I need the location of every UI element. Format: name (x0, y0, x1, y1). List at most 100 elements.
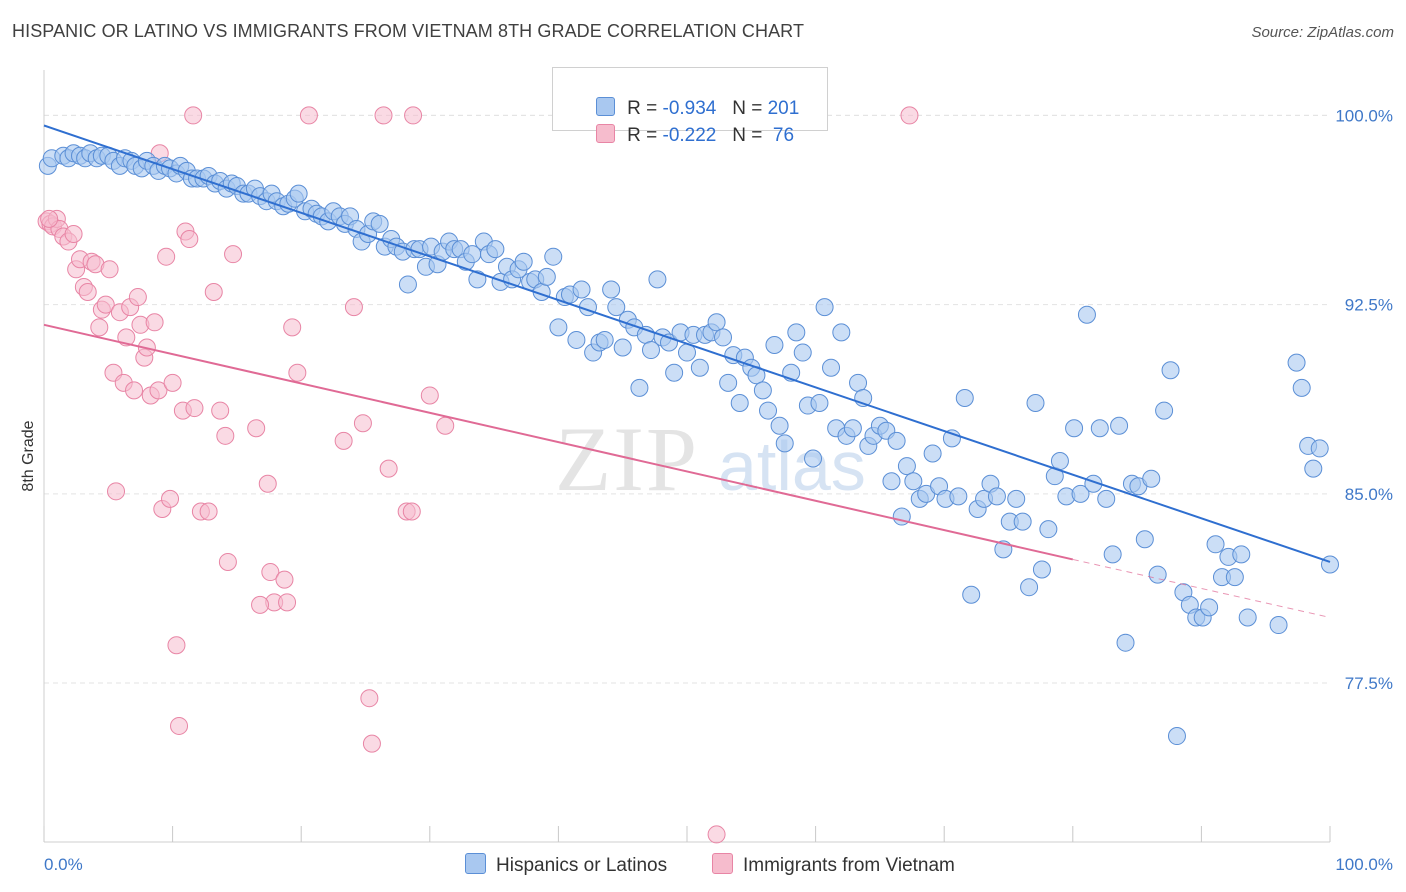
data-point-vietnam (167, 636, 186, 655)
data-point-hispanic (486, 240, 505, 259)
data-point-hispanic (1161, 361, 1180, 380)
data-point-vietnam (107, 482, 126, 501)
data-point-vietnam (258, 474, 277, 493)
data-point-hispanic (707, 313, 726, 332)
data-point-hispanic (544, 247, 563, 266)
data-point-vietnam (96, 295, 115, 314)
data-point-hispanic (1135, 530, 1154, 549)
bottom-legend-label-hispanics: Hispanics or Latinos (496, 855, 668, 876)
data-point-hispanic (1032, 560, 1051, 579)
data-point-hispanic (1013, 512, 1032, 531)
data-point-hispanic (1020, 578, 1039, 597)
bottom-legend-hispanics: Hispanics or Latinos (465, 853, 667, 877)
data-point-hispanic (607, 298, 626, 317)
data-point-hispanic (787, 323, 806, 342)
data-point-vietnam (128, 288, 147, 307)
y-axis-title: 8th Grade (20, 420, 37, 491)
source-label: Source: ZipAtlas.com (1251, 24, 1394, 41)
data-point-vietnam (402, 502, 421, 521)
data-point-hispanic (1039, 520, 1058, 539)
legend-row-hispanics: R = -0.934 N = 201 (575, 75, 799, 119)
data-point-hispanic (1225, 568, 1244, 587)
data-point-vietnam (40, 209, 59, 228)
data-point-hispanic (1097, 489, 1116, 508)
data-point-vietnam (374, 106, 393, 125)
chart-title: HISPANIC OR LATINO VS IMMIGRANTS FROM VI… (12, 21, 805, 41)
data-point-hispanic (1304, 459, 1323, 478)
data-point-vietnam (334, 431, 353, 450)
data-point-hispanic (987, 487, 1006, 506)
data-point-hispanic (1310, 439, 1329, 458)
data-point-hispanic (832, 323, 851, 342)
data-point-vietnam (100, 260, 119, 279)
data-point-hispanic (949, 487, 968, 506)
data-point-hispanic (1148, 565, 1167, 584)
data-point-vietnam (184, 106, 203, 125)
data-point-hispanic (567, 330, 586, 349)
data-point-hispanic (719, 373, 738, 392)
tick-labels: 77.5% 85.0% 92.5% 100.0% 0.0% 100.0% 8th Grade (20, 106, 1393, 874)
data-point-hispanic (775, 434, 794, 453)
trend-line-vietnam (43, 323, 1074, 561)
data-point-hispanic (804, 449, 823, 468)
data-point-vietnam (261, 563, 280, 582)
svg-text:ZIP: ZIP (555, 408, 699, 510)
data-point-hispanic (398, 275, 417, 294)
legend-r-value: -0.934 (662, 98, 717, 119)
legend-r-label: R = (627, 125, 663, 146)
data-point-hispanic (630, 378, 649, 397)
data-point-vietnam (436, 416, 455, 435)
data-point-vietnam (199, 502, 218, 521)
legend-n-label: N = (732, 98, 768, 119)
trend-lines (43, 124, 1331, 618)
data-point-vietnam (283, 318, 302, 337)
data-point-hispanic (904, 472, 923, 491)
series-hispanics-or-latinos (38, 144, 1339, 746)
data-point-hispanic (613, 338, 632, 357)
data-point-hispanic (815, 298, 834, 317)
data-point-vietnam (218, 552, 237, 571)
y-tick-label: 92.5% (1345, 296, 1393, 315)
y-tick-label: 77.5% (1345, 674, 1393, 693)
data-point-vietnam (204, 283, 223, 302)
legend-r-label: R = (627, 98, 663, 119)
data-point-hispanic (572, 280, 591, 299)
data-point-vietnam (275, 570, 294, 589)
data-point-vietnam (216, 426, 235, 445)
data-point-hispanic (753, 381, 772, 400)
data-point-vietnam (251, 595, 270, 614)
data-point-vietnam (185, 399, 204, 418)
data-point-hispanic (955, 388, 974, 407)
data-point-hispanic (962, 585, 981, 604)
data-point-vietnam (161, 489, 180, 508)
data-point-hispanic (1321, 555, 1339, 574)
data-point-hispanic (1110, 416, 1129, 435)
data-point-hispanic (759, 401, 778, 420)
data-point-hispanic (1090, 419, 1109, 438)
data-point-hispanic (1206, 535, 1225, 554)
x-tick-label: 100.0% (1335, 855, 1393, 874)
bottom-legend-vietnam: Immigrants from Vietnam (712, 853, 955, 877)
trend-line-hispanics (43, 124, 1331, 563)
data-point-hispanic (882, 472, 901, 491)
data-point-hispanic (1103, 545, 1122, 564)
data-point-vietnam (125, 381, 144, 400)
legend-n-value: 201 (767, 98, 800, 119)
data-point-vietnam (278, 593, 297, 612)
data-point-hispanic (1026, 394, 1045, 413)
data-point-hispanic (1269, 616, 1288, 635)
data-point-vietnam (170, 716, 189, 735)
data-point-vietnam (64, 224, 83, 243)
data-point-hispanic (1071, 484, 1090, 503)
data-point-vietnam (353, 414, 372, 433)
data-point-hispanic (690, 358, 709, 377)
data-point-hispanic (765, 335, 784, 354)
data-point-hispanic (1287, 353, 1306, 372)
data-point-hispanic (595, 330, 614, 349)
data-point-vietnam (404, 106, 423, 125)
data-point-hispanic (793, 343, 812, 362)
data-point-hispanic (648, 270, 667, 289)
axes (43, 70, 1331, 843)
data-point-hispanic (1142, 469, 1161, 488)
